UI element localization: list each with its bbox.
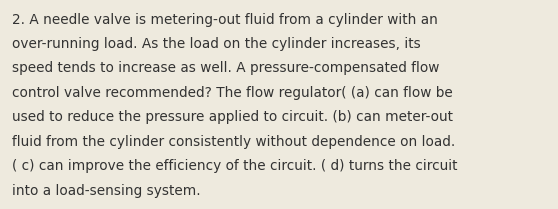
Text: 2. A needle valve is metering-out fluid from a cylinder with an: 2. A needle valve is metering-out fluid …	[12, 13, 438, 27]
Text: speed tends to increase as well. A pressure-compensated flow: speed tends to increase as well. A press…	[12, 61, 440, 75]
Text: over-running load. As the load on the cylinder increases, its: over-running load. As the load on the cy…	[12, 37, 421, 51]
Text: ( c) can improve the efficiency of the circuit. ( d) turns the circuit: ( c) can improve the efficiency of the c…	[12, 159, 458, 173]
Text: into a load-sensing system.: into a load-sensing system.	[12, 184, 201, 198]
Text: fluid from the cylinder consistently without dependence on load.: fluid from the cylinder consistently wit…	[12, 135, 455, 149]
Text: used to reduce the pressure applied to circuit. (b) can meter-out: used to reduce the pressure applied to c…	[12, 110, 453, 124]
Text: control valve recommended? The flow regulator( (a) can flow be: control valve recommended? The flow regu…	[12, 86, 453, 100]
